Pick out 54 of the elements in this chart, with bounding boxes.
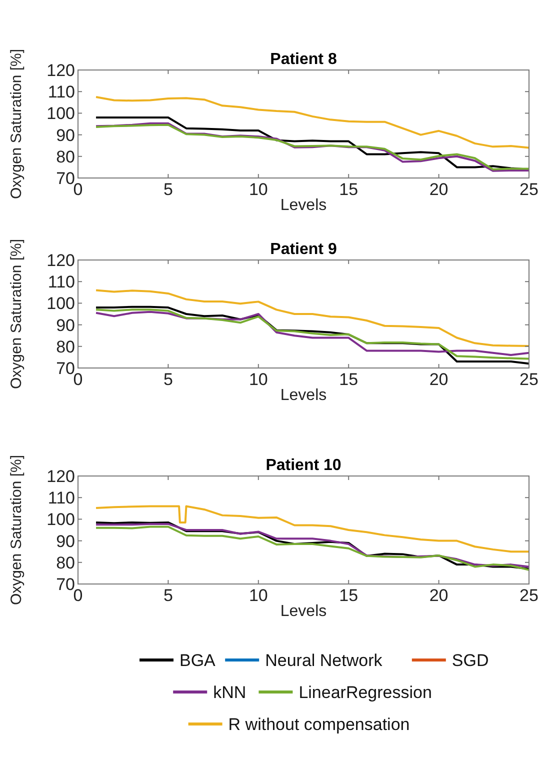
x-tick-label: 0 [73,180,83,199]
x-tick-label: 25 [520,180,538,199]
legend-label: SGD [452,651,489,670]
x-tick-label: 10 [248,370,268,389]
x-axis-title: Levels [280,197,327,214]
x-tick-label: 5 [163,586,173,605]
y-tick-label: 120 [46,251,75,270]
y-tick-label: 70 [56,169,75,188]
y-tick-label: 90 [56,532,75,551]
y-tick-label: 80 [56,147,75,166]
y-tick-label: 90 [56,126,75,145]
legend-label: kNN [213,683,246,702]
y-tick-label: 80 [56,553,75,572]
chart-title: Patient 8 [270,51,337,68]
chart-title: Patient 10 [266,457,342,474]
y-tick-label: 70 [56,359,75,378]
chart-title: Patient 9 [270,241,337,258]
x-tick-label: 20 [429,586,448,605]
y-tick-label: 80 [56,337,75,356]
y-axis-title: Oxygen Saturation [%] [8,238,25,390]
y-tick-label: 110 [48,488,75,508]
x-tick-label: 25 [520,370,538,389]
x-tick-label: 25 [520,586,538,605]
x-tick-label: 0 [73,370,83,389]
y-tick-label: 90 [56,316,75,335]
y-axis-title: Oxygen Saturation [%] [8,48,25,200]
x-tick-label: 5 [163,370,173,389]
x-tick-label: 20 [429,370,448,389]
y-tick-label: 120 [46,61,75,80]
x-tick-label: 15 [339,370,358,389]
line-series [95,505,530,553]
x-tick-label: 10 [248,180,268,199]
line-series [95,96,530,149]
legend-label: LinearRegression [298,683,432,702]
y-axis-title: Oxygen Saturation [%] [8,454,25,606]
line-series [95,289,530,347]
y-tick-label: 100 [46,294,75,314]
x-axis-title: Levels [280,603,327,620]
x-tick-label: 5 [163,180,173,199]
y-tick-label: 70 [56,575,75,594]
y-tick-label: 110 [48,272,75,292]
y-tick-label: 110 [48,82,75,102]
y-tick-label: 100 [46,510,75,530]
legend-label: Neural Network [265,651,383,670]
x-tick-label: 15 [339,180,358,199]
x-tick-label: 10 [248,586,268,605]
x-tick-label: 0 [73,586,83,605]
y-tick-label: 120 [46,467,75,486]
x-tick-label: 15 [339,586,358,605]
x-tick-label: 20 [429,180,448,199]
legend-label: R without compensation [228,715,410,734]
x-axis-title: Levels [280,387,327,404]
legend-label: BGA [180,651,216,670]
y-tick-label: 100 [46,104,75,124]
